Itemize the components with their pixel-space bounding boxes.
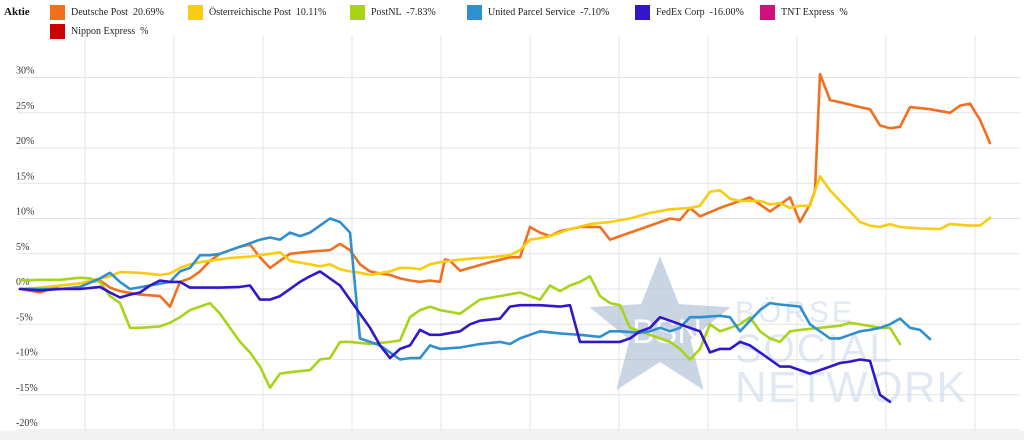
series-line-deutsche-post: [18, 72, 992, 308]
legend-swatch: [350, 4, 365, 20]
legend-item-tnt-express[interactable]: TNT Express %: [760, 4, 848, 20]
legend: Aktie Deutsche Post 20.69% Österreichisch…: [0, 0, 1024, 40]
series-line--sterreichische-post: [18, 174, 992, 291]
y-tick-label: -10%: [16, 348, 38, 359]
watermark-line-1: BÖRSE: [735, 296, 855, 329]
watermark-line-3: NETWORK: [735, 363, 967, 412]
y-tick-label: -5%: [16, 312, 33, 323]
y-tick-label: 15%: [16, 171, 34, 182]
legend-item-fedex-corp[interactable]: FedEx Corp -16.00%: [635, 4, 744, 20]
y-tick-label: 25%: [16, 101, 34, 112]
y-tick-label: -20%: [16, 418, 38, 429]
legend-item-deutsche-post[interactable]: Deutsche Post 20.69%: [50, 4, 164, 20]
bottom-band: [0, 431, 1024, 440]
legend-item-nippon-express[interactable]: Nippon Express %: [50, 23, 149, 39]
watermark-line-2: SOCIAL: [735, 327, 894, 371]
legend-entry-text: PostNL -7.83%: [371, 6, 436, 18]
legend-swatch: [50, 23, 65, 39]
star-icon: [589, 256, 731, 390]
legend-entry-text: Deutsche Post 20.69%: [71, 6, 164, 18]
series-line-postnl: [18, 275, 902, 389]
y-tick-label: 5%: [16, 242, 29, 253]
legend-swatch: [467, 4, 482, 20]
legend-entry-text: Österreichische Post 10.11%: [209, 6, 327, 18]
y-tick-label: 0%: [16, 277, 29, 288]
legend-swatch: [50, 4, 65, 20]
legend-entry-text: FedEx Corp -16.00%: [656, 6, 744, 18]
y-tick-label: 30%: [16, 66, 34, 77]
legend-entry-text: TNT Express %: [781, 6, 848, 18]
legend-swatch: [635, 4, 650, 20]
legend-item--sterreichische-post[interactable]: Österreichische Post 10.11%: [188, 4, 326, 20]
series-line-fedex-corp: [18, 270, 892, 404]
y-tick-label: 20%: [16, 136, 34, 147]
legend-swatch: [188, 4, 203, 20]
series-line-united-parcel-service: [18, 217, 932, 361]
legend-item-united-parcel-service[interactable]: United Parcel Service -7.10%: [467, 4, 609, 20]
legend-entry-text: Nippon Express %: [71, 25, 149, 37]
legend-title: Aktie: [4, 6, 30, 18]
legend-swatch: [760, 4, 775, 20]
y-tick-label: 10%: [16, 207, 34, 218]
legend-item-postnl[interactable]: PostNL -7.83%: [350, 4, 436, 20]
legend-entry-text: United Parcel Service -7.10%: [488, 6, 610, 18]
y-tick-label: -15%: [16, 383, 38, 394]
